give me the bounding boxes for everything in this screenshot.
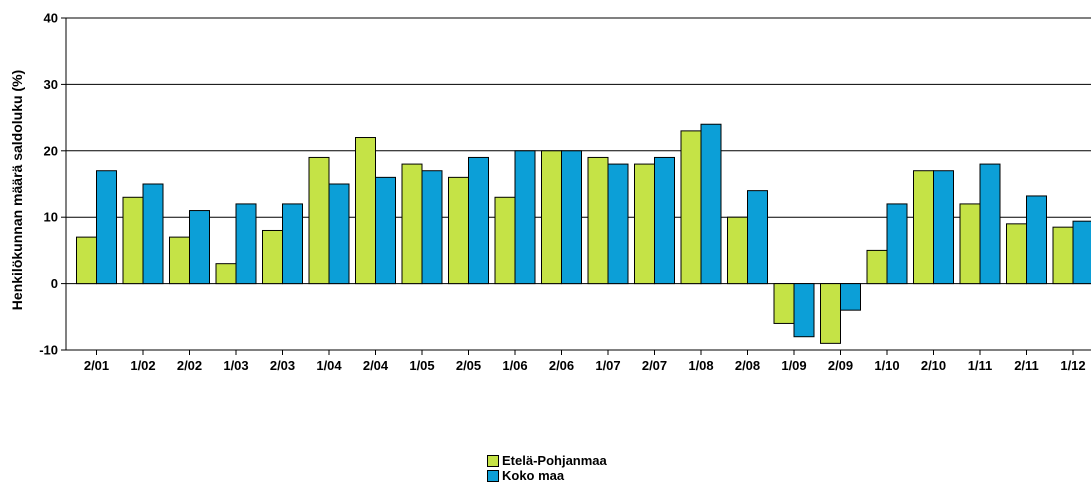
- x-tick-label: 2/11: [1014, 358, 1039, 373]
- y-tick-label: 20: [44, 143, 58, 158]
- bar-koko-maa: [655, 157, 675, 283]
- bar-koko-maa: [236, 204, 256, 284]
- x-tick-label: 2/01: [84, 358, 109, 373]
- x-tick-label: 2/05: [456, 358, 481, 373]
- x-tick-label: 1/04: [316, 358, 342, 373]
- bar-koko-maa: [841, 284, 861, 311]
- x-tick-label: 1/06: [502, 358, 527, 373]
- bar-koko-maa: [515, 151, 535, 284]
- legend-item-etela-pohjanmaa: Etelä-Pohjanmaa: [487, 453, 607, 468]
- x-tick-label: 1/02: [130, 358, 155, 373]
- x-tick-label: 1/05: [409, 358, 434, 373]
- bar-etela-pohjanmaa: [588, 157, 608, 283]
- y-tick-label: 40: [44, 11, 58, 26]
- x-tick-label: 2/03: [270, 358, 295, 373]
- bar-etela-pohjanmaa: [635, 164, 655, 284]
- legend-label-koko-maa: Koko maa: [502, 468, 564, 483]
- bar-etela-pohjanmaa: [728, 217, 748, 283]
- bars: [77, 124, 1091, 343]
- bar-etela-pohjanmaa: [170, 237, 190, 283]
- bar-etela-pohjanmaa: [402, 164, 422, 284]
- x-tick-label: 2/08: [735, 358, 760, 373]
- x-tick-label: 2/09: [828, 358, 853, 373]
- y-axis-title: Henkilökunnan määrä saldoluku (%): [9, 70, 25, 310]
- bar-koko-maa: [934, 171, 954, 284]
- x-tick-label: 1/11: [968, 358, 993, 373]
- bar-etela-pohjanmaa: [495, 197, 515, 283]
- bar-etela-pohjanmaa: [542, 151, 562, 284]
- bar-etela-pohjanmaa: [821, 284, 841, 344]
- bar-koko-maa: [748, 191, 768, 284]
- x-tick-label: 1/12: [1060, 358, 1085, 373]
- x-tick-label: 2/10: [921, 358, 946, 373]
- bar-koko-maa: [469, 157, 489, 283]
- y-tick-label: 30: [44, 77, 58, 92]
- x-tick-label: 1/03: [223, 358, 248, 373]
- bar-koko-maa: [701, 124, 721, 283]
- bar-koko-maa: [283, 204, 303, 284]
- x-tick-label: 1/08: [688, 358, 713, 373]
- bar-koko-maa: [190, 211, 210, 284]
- bar-etela-pohjanmaa: [449, 177, 469, 283]
- y-tick-labels: -10 0 10 20 30 40: [39, 11, 58, 358]
- bar-koko-maa: [1073, 221, 1091, 283]
- x-tick-label: 2/07: [642, 358, 667, 373]
- bar-koko-maa: [1027, 196, 1047, 284]
- legend-label-etela-pohjanmaa: Etelä-Pohjanmaa: [502, 453, 607, 468]
- bar-etela-pohjanmaa: [356, 138, 376, 284]
- bar-etela-pohjanmaa: [1007, 224, 1027, 284]
- bar-etela-pohjanmaa: [867, 250, 887, 283]
- legend-swatch-etela-pohjanmaa: [487, 455, 499, 467]
- bar-etela-pohjanmaa: [1053, 227, 1073, 283]
- bar-etela-pohjanmaa: [681, 131, 701, 284]
- legend-item-koko-maa: Koko maa: [487, 468, 607, 483]
- bar-etela-pohjanmaa: [914, 171, 934, 284]
- x-tick-label: 2/02: [177, 358, 202, 373]
- y-tick-label: 0: [51, 276, 58, 291]
- x-tick-label: 2/04: [363, 358, 389, 373]
- x-tick-label: 2/06: [549, 358, 574, 373]
- bar-koko-maa: [143, 184, 163, 284]
- legend-swatch-koko-maa: [487, 470, 499, 482]
- bar-koko-maa: [887, 204, 907, 284]
- bar-koko-maa: [329, 184, 349, 284]
- x-tick-labels: 2/01 1/02 2/02 1/03 2/03 1/04 2/04 1/05 2/05 1/06…: [84, 358, 1086, 373]
- bar-etela-pohjanmaa: [960, 204, 980, 284]
- x-tick-label: 1/10: [874, 358, 899, 373]
- bar-koko-maa: [422, 171, 442, 284]
- y-tick-label: -10: [39, 343, 58, 358]
- bar-koko-maa: [980, 164, 1000, 284]
- bar-etela-pohjanmaa: [216, 264, 236, 284]
- bar-koko-maa: [608, 164, 628, 284]
- bar-koko-maa: [97, 171, 117, 284]
- bar-etela-pohjanmaa: [774, 284, 794, 324]
- legend: Etelä-Pohjanmaa Koko maa: [487, 453, 607, 483]
- bar-etela-pohjanmaa: [309, 157, 329, 283]
- bar-etela-pohjanmaa: [77, 237, 97, 283]
- y-tick-label: 10: [44, 210, 58, 225]
- x-tick-label: 1/07: [595, 358, 620, 373]
- bar-koko-maa: [376, 177, 396, 283]
- bar-koko-maa: [562, 151, 582, 284]
- x-tick-label: 1/09: [781, 358, 806, 373]
- bar-etela-pohjanmaa: [263, 230, 283, 283]
- bar-etela-pohjanmaa: [123, 197, 143, 283]
- bar-koko-maa: [794, 284, 814, 337]
